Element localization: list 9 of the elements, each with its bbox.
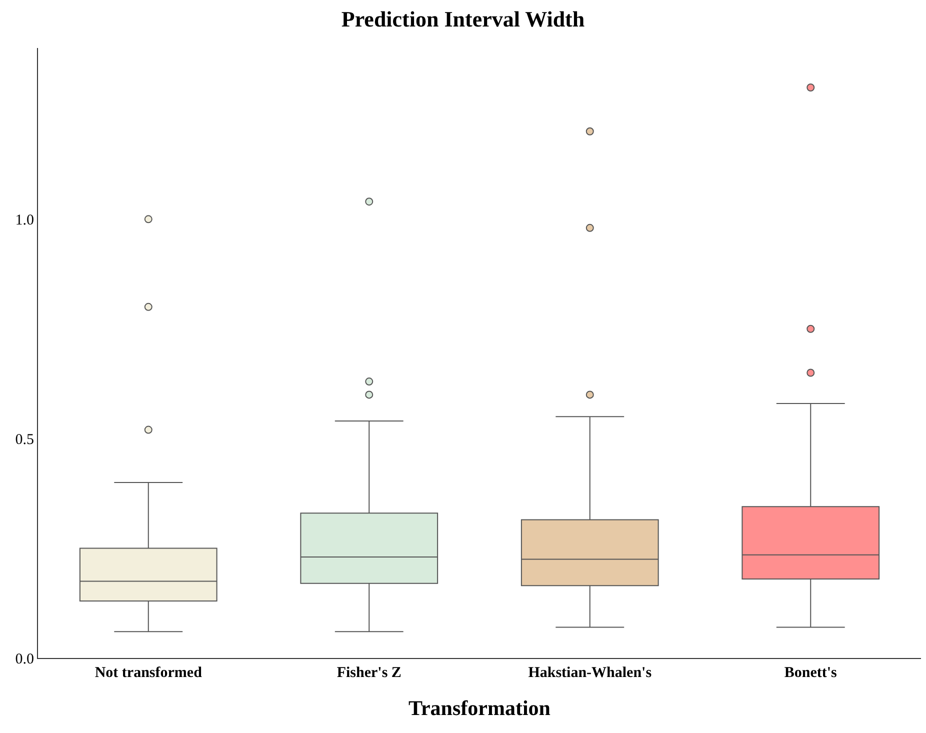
x-tick-label: Bonett's — [784, 665, 838, 681]
x-tick-label: Fisher's Z — [336, 665, 402, 681]
x-tick-label: Hakstian-Whalen's — [528, 665, 652, 681]
y-tick-label: 0.5 — [15, 432, 34, 448]
chart-title: Prediction Interval Width — [341, 6, 585, 32]
x-tick-label: Not transformed — [94, 665, 203, 681]
y-tick-label: 0.0 — [15, 651, 34, 668]
y-tick-label: 1.0 — [15, 212, 34, 228]
x-axis-title: Transformation — [408, 696, 551, 720]
